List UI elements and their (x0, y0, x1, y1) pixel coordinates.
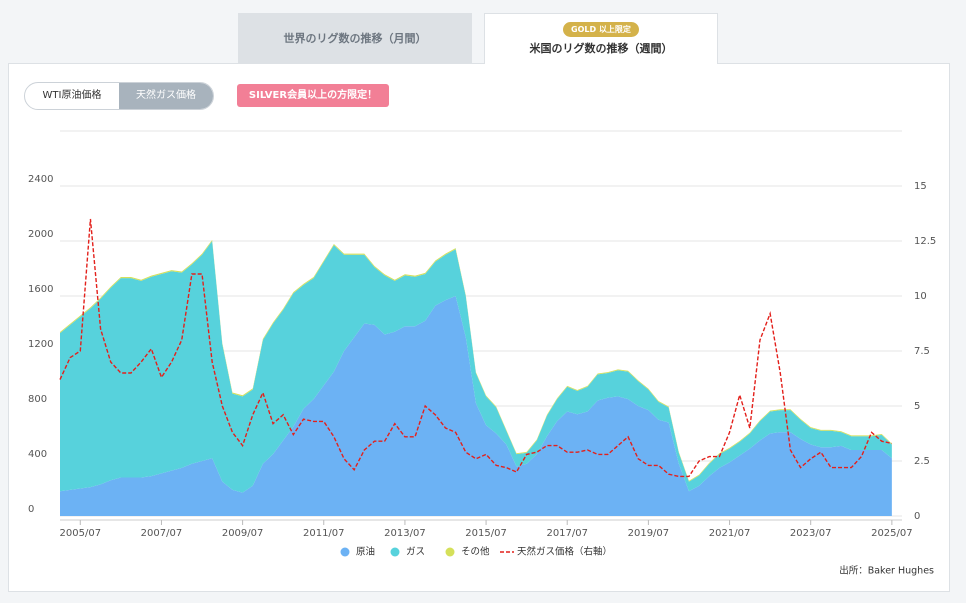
legend-label: 天然ガス価格（右軸） (517, 546, 612, 558)
x-tick-label: 2025/07 (871, 528, 913, 539)
x-tick-label: 2023/07 (790, 528, 832, 539)
tab-label: 米国のリグ数の推移（週間） (529, 42, 673, 55)
x-tick-label: 2011/07 (303, 528, 345, 539)
y2-tick-label: 12.5 (914, 236, 936, 247)
y2-tick-label: 2.5 (914, 456, 930, 467)
x-tick-label: 2013/07 (384, 528, 426, 539)
notice: SILVER会員以上の方限定！ (237, 84, 389, 107)
toggle: WTI原油価格 天然ガス価格 (24, 82, 214, 110)
y-tick-label: 1600 (28, 284, 53, 295)
y-tick-label: 400 (28, 449, 47, 460)
legend-swatch (390, 547, 400, 557)
y2-tick-label: 10 (914, 291, 927, 302)
x-tick-label: 2015/07 (465, 528, 507, 539)
legend-label: ガス (406, 547, 425, 558)
x-tick-label: 2007/07 (141, 528, 183, 539)
legend-label: その他 (461, 546, 490, 558)
y-tick-label: 2000 (28, 229, 53, 240)
y-tick-label: 1200 (28, 339, 53, 350)
area (60, 296, 892, 516)
btn-wti[interactable]: WTI原油価格 (42, 90, 102, 101)
legend-swatch (340, 547, 350, 557)
x-tick-label: 2019/07 (628, 528, 670, 539)
btn-gas[interactable]: 天然ガス価格 (119, 83, 213, 109)
x-tick-label: 2009/07 (222, 528, 264, 539)
legend-swatch (445, 547, 455, 557)
legend-label: 原油 (356, 546, 375, 558)
x-tick-label: 2017/07 (546, 528, 588, 539)
tab-us[interactable]: GOLD 以上限定 米国のリグ数の推移（週間） (484, 13, 718, 64)
y2-tick-label: 15 (914, 181, 927, 192)
y2-tick-label: 7.5 (914, 346, 930, 357)
source: 出所：Baker Hughes (839, 565, 934, 577)
area (60, 241, 892, 493)
tab-world[interactable]: 世界のリグ数の推移（月間） (238, 13, 472, 64)
x-tick-label: 2021/07 (709, 528, 751, 539)
gold-badge: GOLD 以上限定 (563, 22, 639, 37)
x-tick-label: 2005/07 (60, 528, 102, 539)
y-tick-label: 2400 (28, 174, 53, 185)
y2-tick-label: 0 (914, 511, 920, 522)
y-tick-label: 0 (28, 504, 34, 515)
price-line (59, 218, 893, 478)
y2-tick-label: 5 (914, 401, 920, 412)
y-tick-label: 800 (28, 394, 47, 405)
